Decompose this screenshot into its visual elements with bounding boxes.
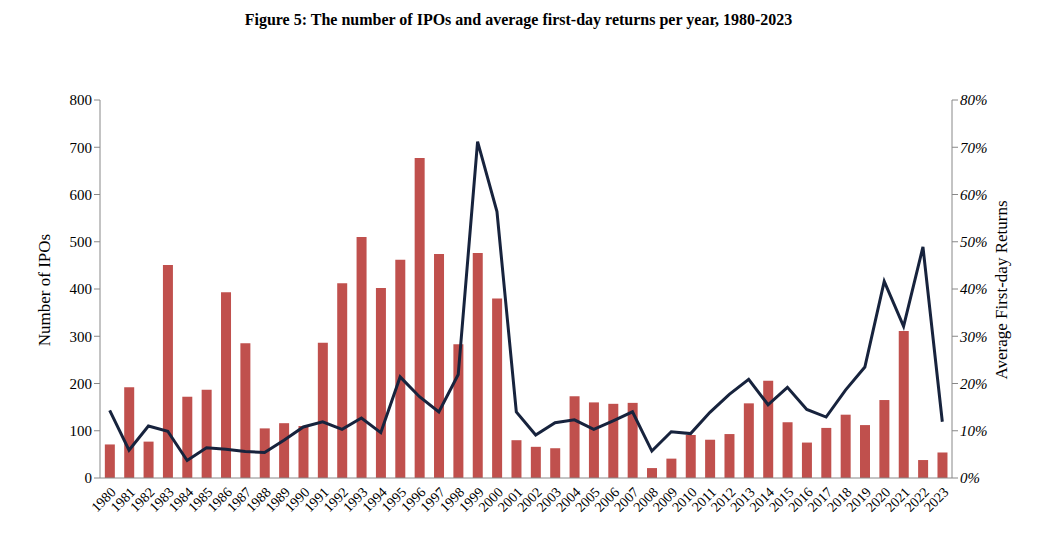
svg-text:1996: 1996 xyxy=(398,484,429,515)
svg-text:1997: 1997 xyxy=(417,484,448,515)
svg-text:1990: 1990 xyxy=(282,484,313,515)
svg-text:1984: 1984 xyxy=(165,484,197,515)
svg-text:2003: 2003 xyxy=(533,484,565,515)
svg-text:1998: 1998 xyxy=(437,484,468,515)
svg-text:2017: 2017 xyxy=(804,484,836,515)
html-text:Average First-day Returns: Average First-day Returns xyxy=(992,200,1011,380)
svg-text:10%: 10% xyxy=(960,423,988,439)
svg-text:2007: 2007 xyxy=(611,484,642,515)
svg-text:60%: 60% xyxy=(960,187,988,203)
svg-text:1995: 1995 xyxy=(378,484,410,515)
svg-text:20%: 20% xyxy=(960,376,988,392)
svg-text:0%: 0% xyxy=(960,470,980,486)
svg-text:2013: 2013 xyxy=(727,484,758,515)
svg-text:2019: 2019 xyxy=(843,484,874,515)
svg-text:2021: 2021 xyxy=(882,484,913,515)
svg-text:2008: 2008 xyxy=(630,484,661,515)
svg-text:1988: 1988 xyxy=(243,484,274,515)
svg-text:1985: 1985 xyxy=(185,484,216,515)
svg-text:2010: 2010 xyxy=(669,484,700,515)
svg-text:1989: 1989 xyxy=(262,484,294,515)
svg-text:2016: 2016 xyxy=(785,484,816,515)
svg-text:2001: 2001 xyxy=(495,484,526,515)
svg-text:600: 600 xyxy=(70,187,93,203)
svg-text:2004: 2004 xyxy=(553,484,584,515)
svg-text:800: 800 xyxy=(70,92,93,108)
svg-text:100: 100 xyxy=(70,423,93,439)
svg-text:70%: 70% xyxy=(960,140,988,156)
svg-text:2020: 2020 xyxy=(863,484,894,515)
svg-text:2014: 2014 xyxy=(746,484,778,515)
svg-text:300: 300 xyxy=(70,329,93,345)
svg-text:1980: 1980 xyxy=(88,484,119,515)
svg-text:1981: 1981 xyxy=(107,484,139,515)
svg-text:1986: 1986 xyxy=(204,484,235,515)
svg-text:1987: 1987 xyxy=(224,484,255,515)
svg-text:2009: 2009 xyxy=(650,484,681,515)
svg-text:2006: 2006 xyxy=(591,484,623,515)
svg-text:2023: 2023 xyxy=(921,485,951,515)
svg-text:2022: 2022 xyxy=(901,484,933,515)
svg-text:2005: 2005 xyxy=(572,484,603,515)
svg-text:2000: 2000 xyxy=(475,484,507,515)
svg-text:2012: 2012 xyxy=(708,484,739,515)
svg-text:2011: 2011 xyxy=(689,484,720,515)
html-text:Number of IPOs: Number of IPOs xyxy=(35,233,54,347)
svg-text:1982: 1982 xyxy=(127,484,158,515)
svg-text:1994: 1994 xyxy=(359,484,390,515)
svg-text:80%: 80% xyxy=(960,92,988,108)
svg-text:0: 0 xyxy=(85,470,93,486)
svg-text:50%: 50% xyxy=(960,234,988,250)
svg-text:2015: 2015 xyxy=(766,484,797,515)
svg-text:30%: 30% xyxy=(959,329,988,345)
html-text:Figure 5: The number of IPOs a: Figure 5: The number of IPOs and average… xyxy=(244,11,793,28)
svg-text:2002: 2002 xyxy=(514,484,545,515)
svg-text:700: 700 xyxy=(70,140,93,156)
svg-text:500: 500 xyxy=(70,234,93,250)
svg-text:40%: 40% xyxy=(960,281,988,297)
svg-text:1993: 1993 xyxy=(340,484,371,515)
svg-text:1999: 1999 xyxy=(456,484,487,515)
svg-text:1992: 1992 xyxy=(320,484,352,515)
svg-text:400: 400 xyxy=(70,281,93,297)
svg-text:1991: 1991 xyxy=(301,484,332,515)
svg-text:1983: 1983 xyxy=(146,484,177,515)
svg-text:200: 200 xyxy=(70,376,93,392)
svg-text:2018: 2018 xyxy=(824,484,855,515)
